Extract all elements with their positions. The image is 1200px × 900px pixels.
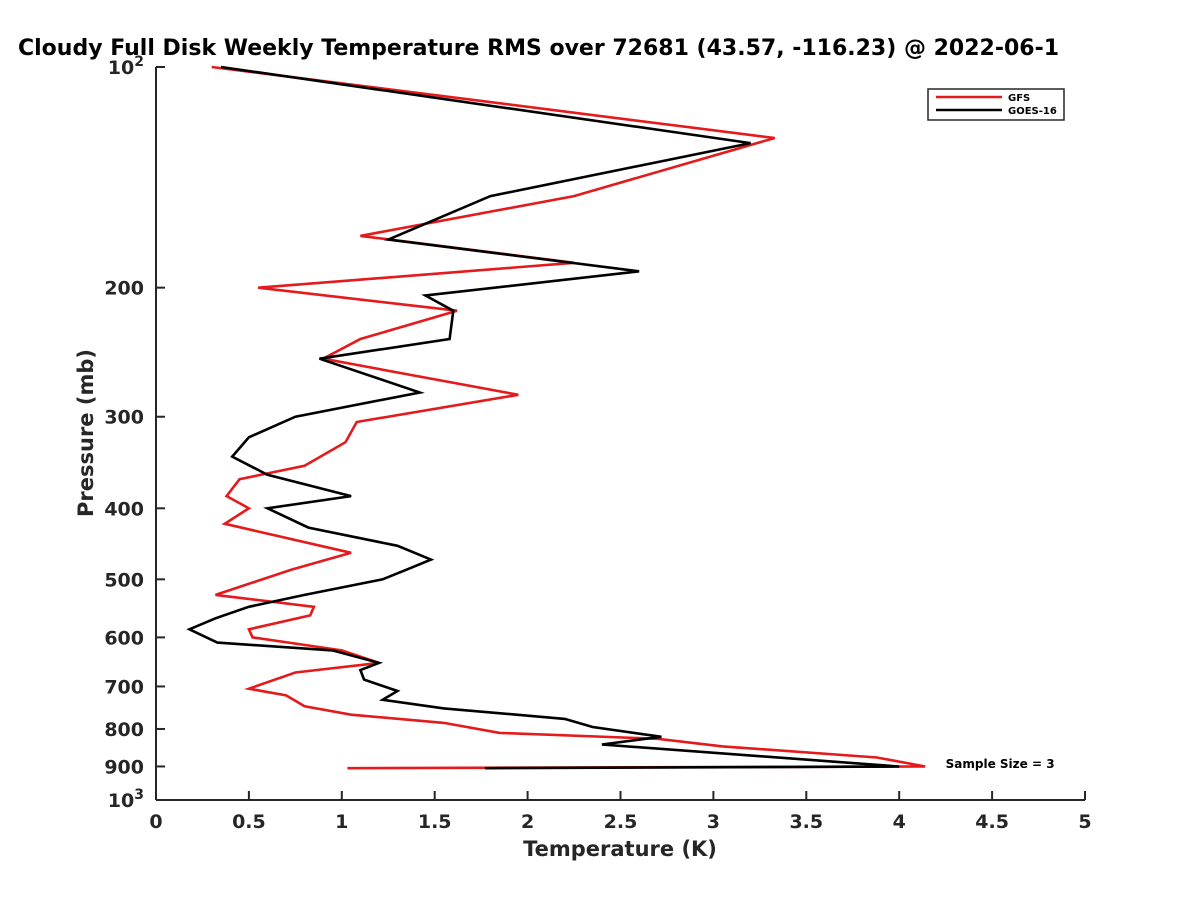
y-tick-label: 600 [104,627,144,649]
chart-title: Cloudy Full Disk Weekly Temperature RMS … [18,36,1059,61]
x-tick-label: 4.5 [975,811,1009,833]
legend-box [927,88,1065,121]
y-tick-label: 103 [108,787,144,812]
y-tick-label: 102 [108,54,144,79]
y-tick-label: 200 [104,278,144,300]
sample-size-annotation: Sample Size = 3 [946,757,1055,771]
y-tick-label: 400 [104,498,144,520]
legend: GFS GOES-16 [927,88,1065,121]
legend-items: GFS GOES-16 [936,93,1057,117]
y-tick-label: 700 [104,676,144,698]
axes [155,67,1085,801]
series-line-goes-16 [186,65,900,770]
legend-label: GFS [1008,93,1030,104]
y-tick-label: 300 [104,407,144,429]
x-tick-label: 3 [707,811,720,833]
series-line-gfs [211,65,926,770]
x-tick-label: 5 [1078,811,1091,833]
annotations: Sample Size = 3 [946,757,1055,771]
x-tick-label: 1.5 [418,811,452,833]
x-tick-label: 3.5 [789,811,823,833]
y-tick-label: 500 [104,569,144,591]
x-ticks: 0 0.5 1 1.5 2 2.5 3 3.5 4 4.5 5 [149,791,1092,833]
x-tick-label: 4 [893,811,906,833]
x-axis-label: Temperature (K) [523,837,717,861]
x-tick-label: 0.5 [232,811,266,833]
y-ticks: 102 200 300 400 500 600 700 800 900 103 [104,54,165,812]
y-tick-label: 800 [104,719,144,741]
x-tick-label: 2 [521,811,534,833]
x-tick-label: 0 [149,811,162,833]
plot-area: 0 0.5 1 1.5 2 2.5 3 3.5 4 4.5 5 102 200 300 400 500 600… [104,54,1091,833]
x-tick-label: 1 [335,811,348,833]
y-tick-label: 900 [104,756,144,778]
x-tick-label: 2.5 [604,811,638,833]
legend-label: GOES-16 [1008,106,1057,117]
series-group [186,65,926,770]
y-axis-label: Pressure (mb) [74,349,98,517]
